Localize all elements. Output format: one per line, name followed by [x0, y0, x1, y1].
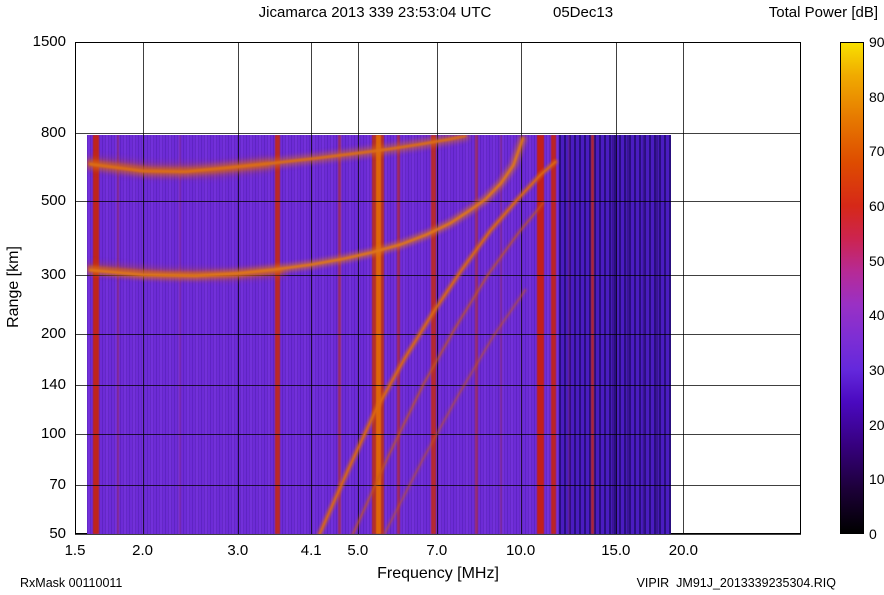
- rfi-stripe: [591, 135, 595, 534]
- rfi-stripe: [397, 135, 401, 534]
- y-tick-label: 70: [49, 476, 66, 494]
- chart-date: 05Dec13: [553, 4, 614, 21]
- rfi-stripe: [500, 135, 502, 534]
- heatmap-data-region: [87, 135, 672, 534]
- filename-label: VIPIR JM91J_2013339235304.RIQ: [636, 576, 836, 590]
- rxmask-label: RxMask 00110011: [20, 576, 123, 590]
- colorbar-tick-label: 50: [869, 252, 884, 269]
- chart-title: Jicamarca 2013 339 23:53:04 UTC: [258, 4, 492, 21]
- x-tick-label: 20.0: [668, 542, 698, 559]
- rfi-stripe: [642, 135, 645, 534]
- y-tick-label: 50: [49, 525, 66, 542]
- colorbar: [840, 42, 864, 534]
- rfi-stripe: [611, 135, 614, 534]
- rfi-stripe: [568, 135, 571, 534]
- x-tick-label: 5.0: [347, 542, 369, 559]
- colorbar-tick-label: 70: [869, 143, 884, 160]
- x-tick-label: 4.1: [300, 542, 322, 559]
- y-tick-label: 140: [40, 376, 66, 394]
- rfi-stripe: [337, 135, 341, 534]
- rfi-stripe: [656, 135, 659, 534]
- rfi-stripe: [375, 135, 381, 534]
- y-tick-label: 500: [40, 191, 66, 209]
- rfi-stripe: [537, 135, 545, 534]
- colorbar-tick-label: 60: [869, 198, 884, 214]
- rfi-stripe: [179, 135, 182, 534]
- colorbar-tick-label: 0: [869, 526, 877, 542]
- colorbar-tick-label: 20: [869, 416, 884, 433]
- x-tick-label: 3.0: [227, 542, 249, 559]
- rfi-stripe: [116, 135, 119, 534]
- rfi-stripe: [430, 135, 436, 534]
- colorbar-tick-label: 90: [869, 34, 884, 50]
- colorbar-tick-label: 80: [869, 88, 884, 105]
- colorbar-title: Total Power [dB]: [768, 4, 878, 21]
- colorbar-tick-label: 30: [869, 362, 884, 378]
- rfi-stripe: [550, 135, 556, 534]
- y-tick-label: 100: [40, 424, 66, 442]
- x-tick-label: 2.0: [132, 542, 154, 559]
- rfi-stripe: [475, 135, 479, 534]
- rfi-stripe: [274, 135, 280, 534]
- x-tick-label: 15.0: [601, 542, 631, 559]
- y-tick-label: 800: [40, 123, 66, 141]
- colorbar-tick-label: 40: [869, 307, 884, 324]
- rfi-stripe: [627, 135, 629, 534]
- rfi-stripe: [93, 135, 99, 534]
- colorbar-tick-label: 10: [869, 471, 884, 488]
- x-tick-label: 1.5: [64, 542, 86, 559]
- y-tick-label: 1500: [32, 33, 66, 50]
- x-tick-label: 10.0: [505, 542, 536, 559]
- x-axis-label: Frequency [MHz]: [377, 565, 499, 582]
- x-tick-label: 7.0: [426, 542, 448, 559]
- y-axis-label: Range [km]: [5, 246, 22, 328]
- dark-noise-region: [559, 135, 672, 534]
- y-gridline: [75, 534, 801, 535]
